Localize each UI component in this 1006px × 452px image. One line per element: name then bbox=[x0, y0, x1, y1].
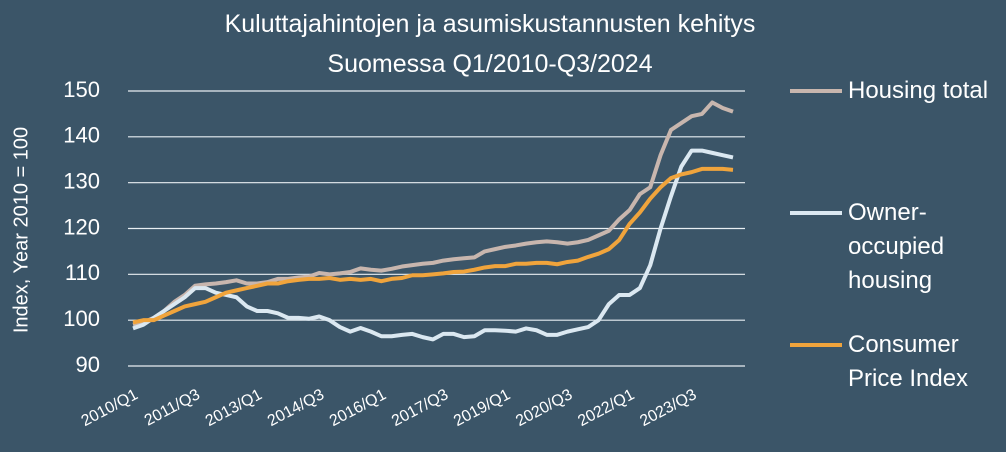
series-line bbox=[132, 100, 734, 327]
x-tick-label: 2011/Q3 bbox=[142, 386, 203, 429]
x-tick-label: 2020/Q3 bbox=[513, 386, 575, 430]
x-tick-label: 2017/Q3 bbox=[389, 386, 451, 430]
x-tick-label: 2013/Q1 bbox=[203, 386, 265, 430]
series-line bbox=[132, 166, 734, 325]
legend-label: Housing total bbox=[848, 77, 989, 104]
x-tick-label: 2010/Q1 bbox=[79, 386, 141, 430]
y-axis-label: Index, Year 2010 = 100 bbox=[10, 127, 32, 333]
chart-title: Kuluttajahintojen ja asumiskustannusten … bbox=[224, 10, 756, 78]
legend-label: Owner-occupied housing bbox=[848, 199, 945, 294]
x-tick-label: 2016/Q1 bbox=[327, 386, 389, 430]
y-tick-label: 150 bbox=[63, 77, 100, 102]
y-tick-label: 140 bbox=[63, 123, 100, 148]
x-tick-label: 2019/Q1 bbox=[451, 386, 513, 430]
x-tick-label: 2022/Q1 bbox=[575, 386, 637, 430]
series-line bbox=[132, 148, 734, 342]
y-tick-label: 90 bbox=[76, 352, 100, 377]
y-tick-label: 130 bbox=[63, 168, 100, 193]
y-tick-label: 110 bbox=[65, 260, 100, 285]
x-tick-label: 2023/Q3 bbox=[637, 386, 699, 430]
y-tick-label: 100 bbox=[63, 306, 100, 331]
x-tick-label: 2014/Q3 bbox=[265, 386, 327, 430]
y-tick-label: 120 bbox=[63, 214, 100, 239]
legend-label: Consumer Price Index bbox=[848, 331, 969, 392]
